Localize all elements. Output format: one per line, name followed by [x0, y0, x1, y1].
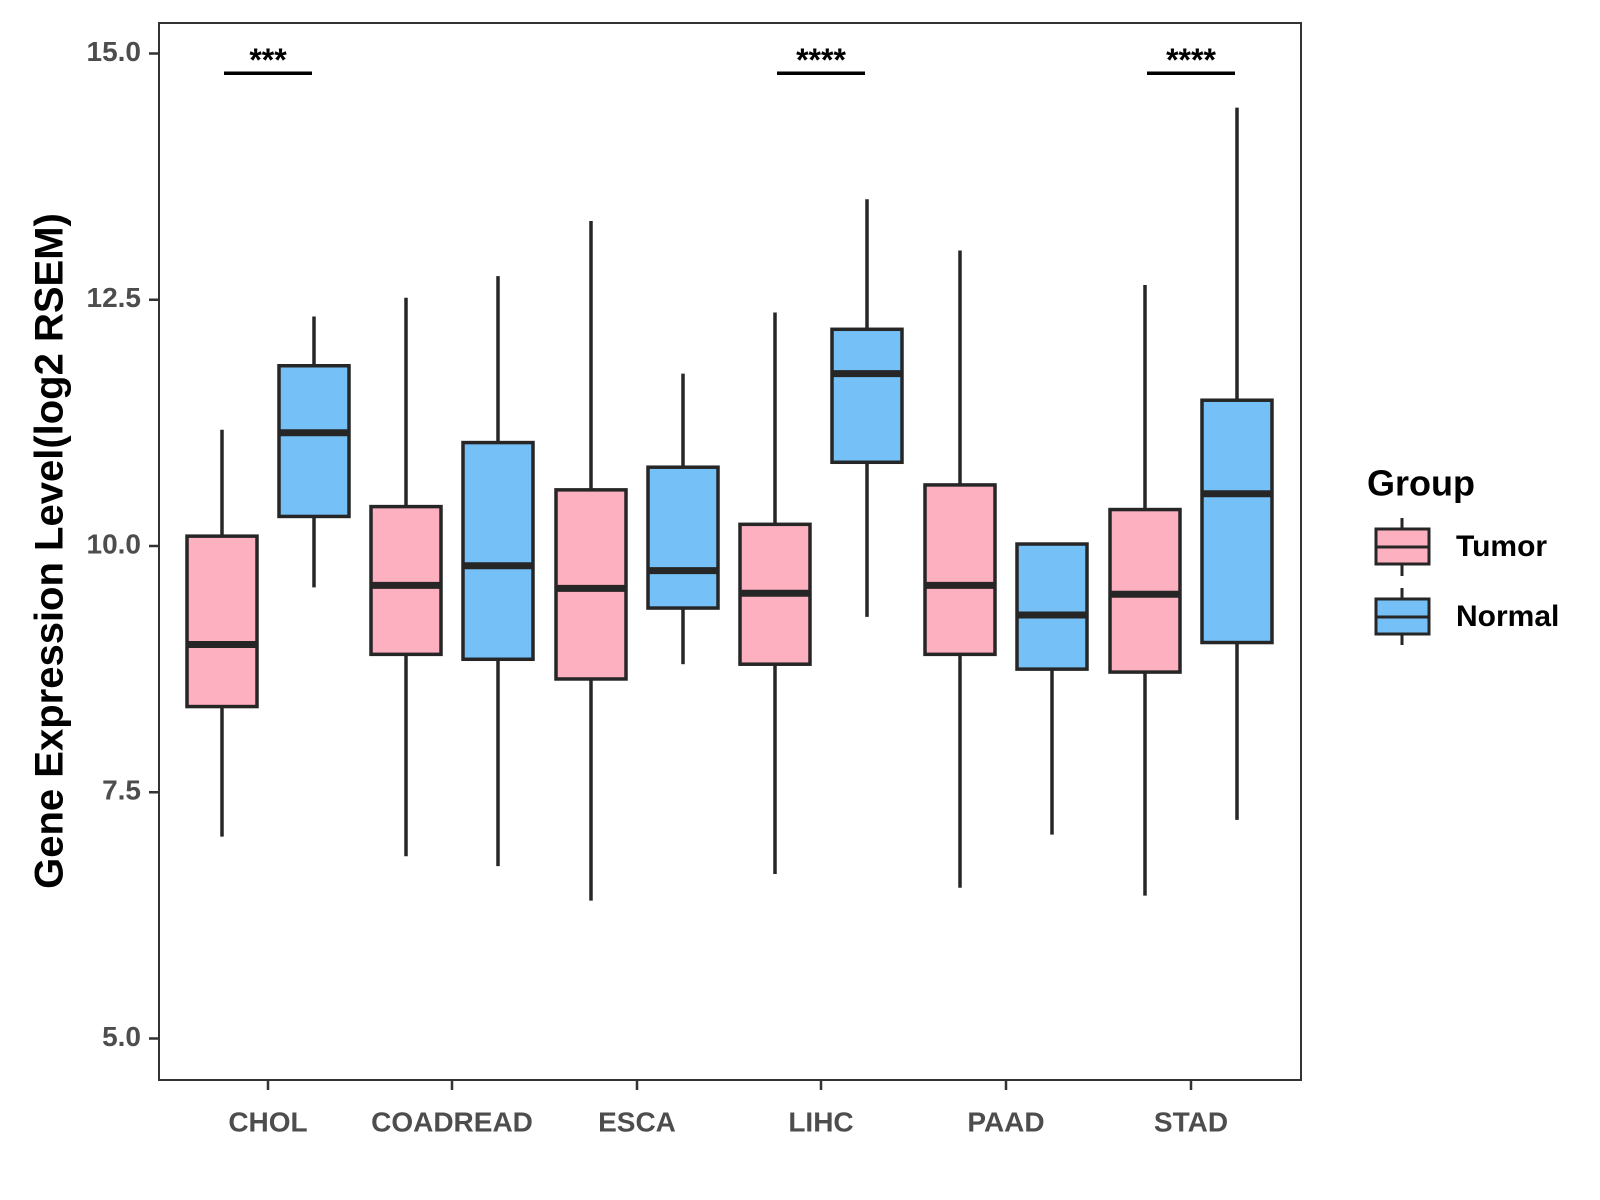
legend-label-normal: Normal [1456, 600, 1559, 633]
x-tick-label-stad: STAD [1154, 1106, 1228, 1137]
box-tumor-coadread [369, 297, 443, 857]
significance-label-lihc: **** [796, 42, 846, 78]
significance-layer: *** **** **** [224, 42, 1235, 78]
y-tick-label-10.0: 10.0 [87, 528, 142, 559]
significance-label-stad: **** [1166, 42, 1216, 78]
plot-panel-border [158, 22, 1302, 1081]
y-tick-label-12.5: 12.5 [87, 282, 142, 313]
box-tumor-stad [1108, 284, 1182, 896]
box-body-normal-coadread [461, 440, 535, 662]
box-body-tumor-paad [923, 483, 997, 657]
x-tick-label-paad: PAAD [967, 1106, 1044, 1137]
y-tick-label-15.0: 15.0 [87, 36, 142, 67]
box-tumor-esca [554, 220, 628, 901]
box-normal-coadread [461, 276, 535, 867]
significance-label-chol: *** [249, 42, 287, 78]
x-tick-label-lihc: LIHC [788, 1106, 853, 1137]
box-body-normal-esca [646, 465, 720, 610]
box-tumor-paad [923, 250, 997, 888]
legend-entry-tumor: Tumor [1374, 518, 1547, 576]
box-body-tumor-coadread [369, 504, 443, 657]
legend: Group Tumor Normal [1367, 463, 1559, 645]
boxes-layer [185, 107, 1274, 901]
x-tick-label-esca: ESCA [598, 1106, 676, 1137]
box-normal-stad [1200, 107, 1274, 820]
box-normal-chol [277, 316, 351, 588]
box-tumor-lihc [738, 312, 812, 875]
legend-title: Group [1367, 463, 1475, 504]
legend-entry-normal: Normal [1374, 588, 1559, 645]
box-normal-paad [1015, 542, 1089, 835]
y-axis: 5.0 7.5 10.0 12.5 15.0 [87, 36, 159, 1052]
y-tick-label-5.0: 5.0 [102, 1021, 141, 1052]
box-body-normal-lihc [830, 327, 904, 465]
box-body-normal-stad [1200, 398, 1274, 645]
y-tick-label-7.5: 7.5 [102, 775, 141, 806]
x-tick-label-chol: CHOL [228, 1106, 307, 1137]
x-axis: CHOL COADREAD ESCA LIHC PAAD STAD [228, 1080, 1228, 1137]
x-tick-label-coadread: COADREAD [371, 1106, 533, 1137]
box-body-normal-chol [277, 363, 351, 519]
legend-label-tumor: Tumor [1456, 530, 1547, 563]
box-body-tumor-chol [185, 534, 259, 709]
y-axis-title: Gene Expression Level(log2 RSEM) [28, 213, 72, 889]
box-normal-lihc [830, 199, 904, 617]
box-body-tumor-esca [554, 488, 628, 681]
box-normal-esca [646, 373, 720, 665]
box-tumor-chol [185, 429, 259, 837]
box-body-normal-paad [1015, 542, 1089, 671]
